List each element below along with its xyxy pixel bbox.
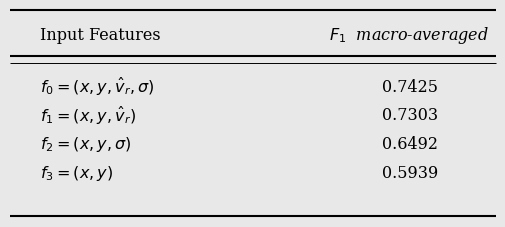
Text: $f_0 = (x, y, \hat{v}_r, \sigma)$: $f_0 = (x, y, \hat{v}_r, \sigma)$ <box>40 76 155 98</box>
Text: 0.7425: 0.7425 <box>381 79 437 96</box>
Text: 0.6492: 0.6492 <box>381 136 437 153</box>
Text: 0.5939: 0.5939 <box>381 165 437 182</box>
Text: $f_2 = (x, y, \sigma)$: $f_2 = (x, y, \sigma)$ <box>40 135 132 154</box>
Text: $f_3 = (x, y)$: $f_3 = (x, y)$ <box>40 164 114 183</box>
Text: 0.7303: 0.7303 <box>381 107 437 124</box>
Text: Input Features: Input Features <box>40 27 161 44</box>
Text: $F_1$  macro-averaged: $F_1$ macro-averaged <box>328 25 488 46</box>
Text: $f_1 = (x, y, \hat{v}_r)$: $f_1 = (x, y, \hat{v}_r)$ <box>40 105 136 127</box>
